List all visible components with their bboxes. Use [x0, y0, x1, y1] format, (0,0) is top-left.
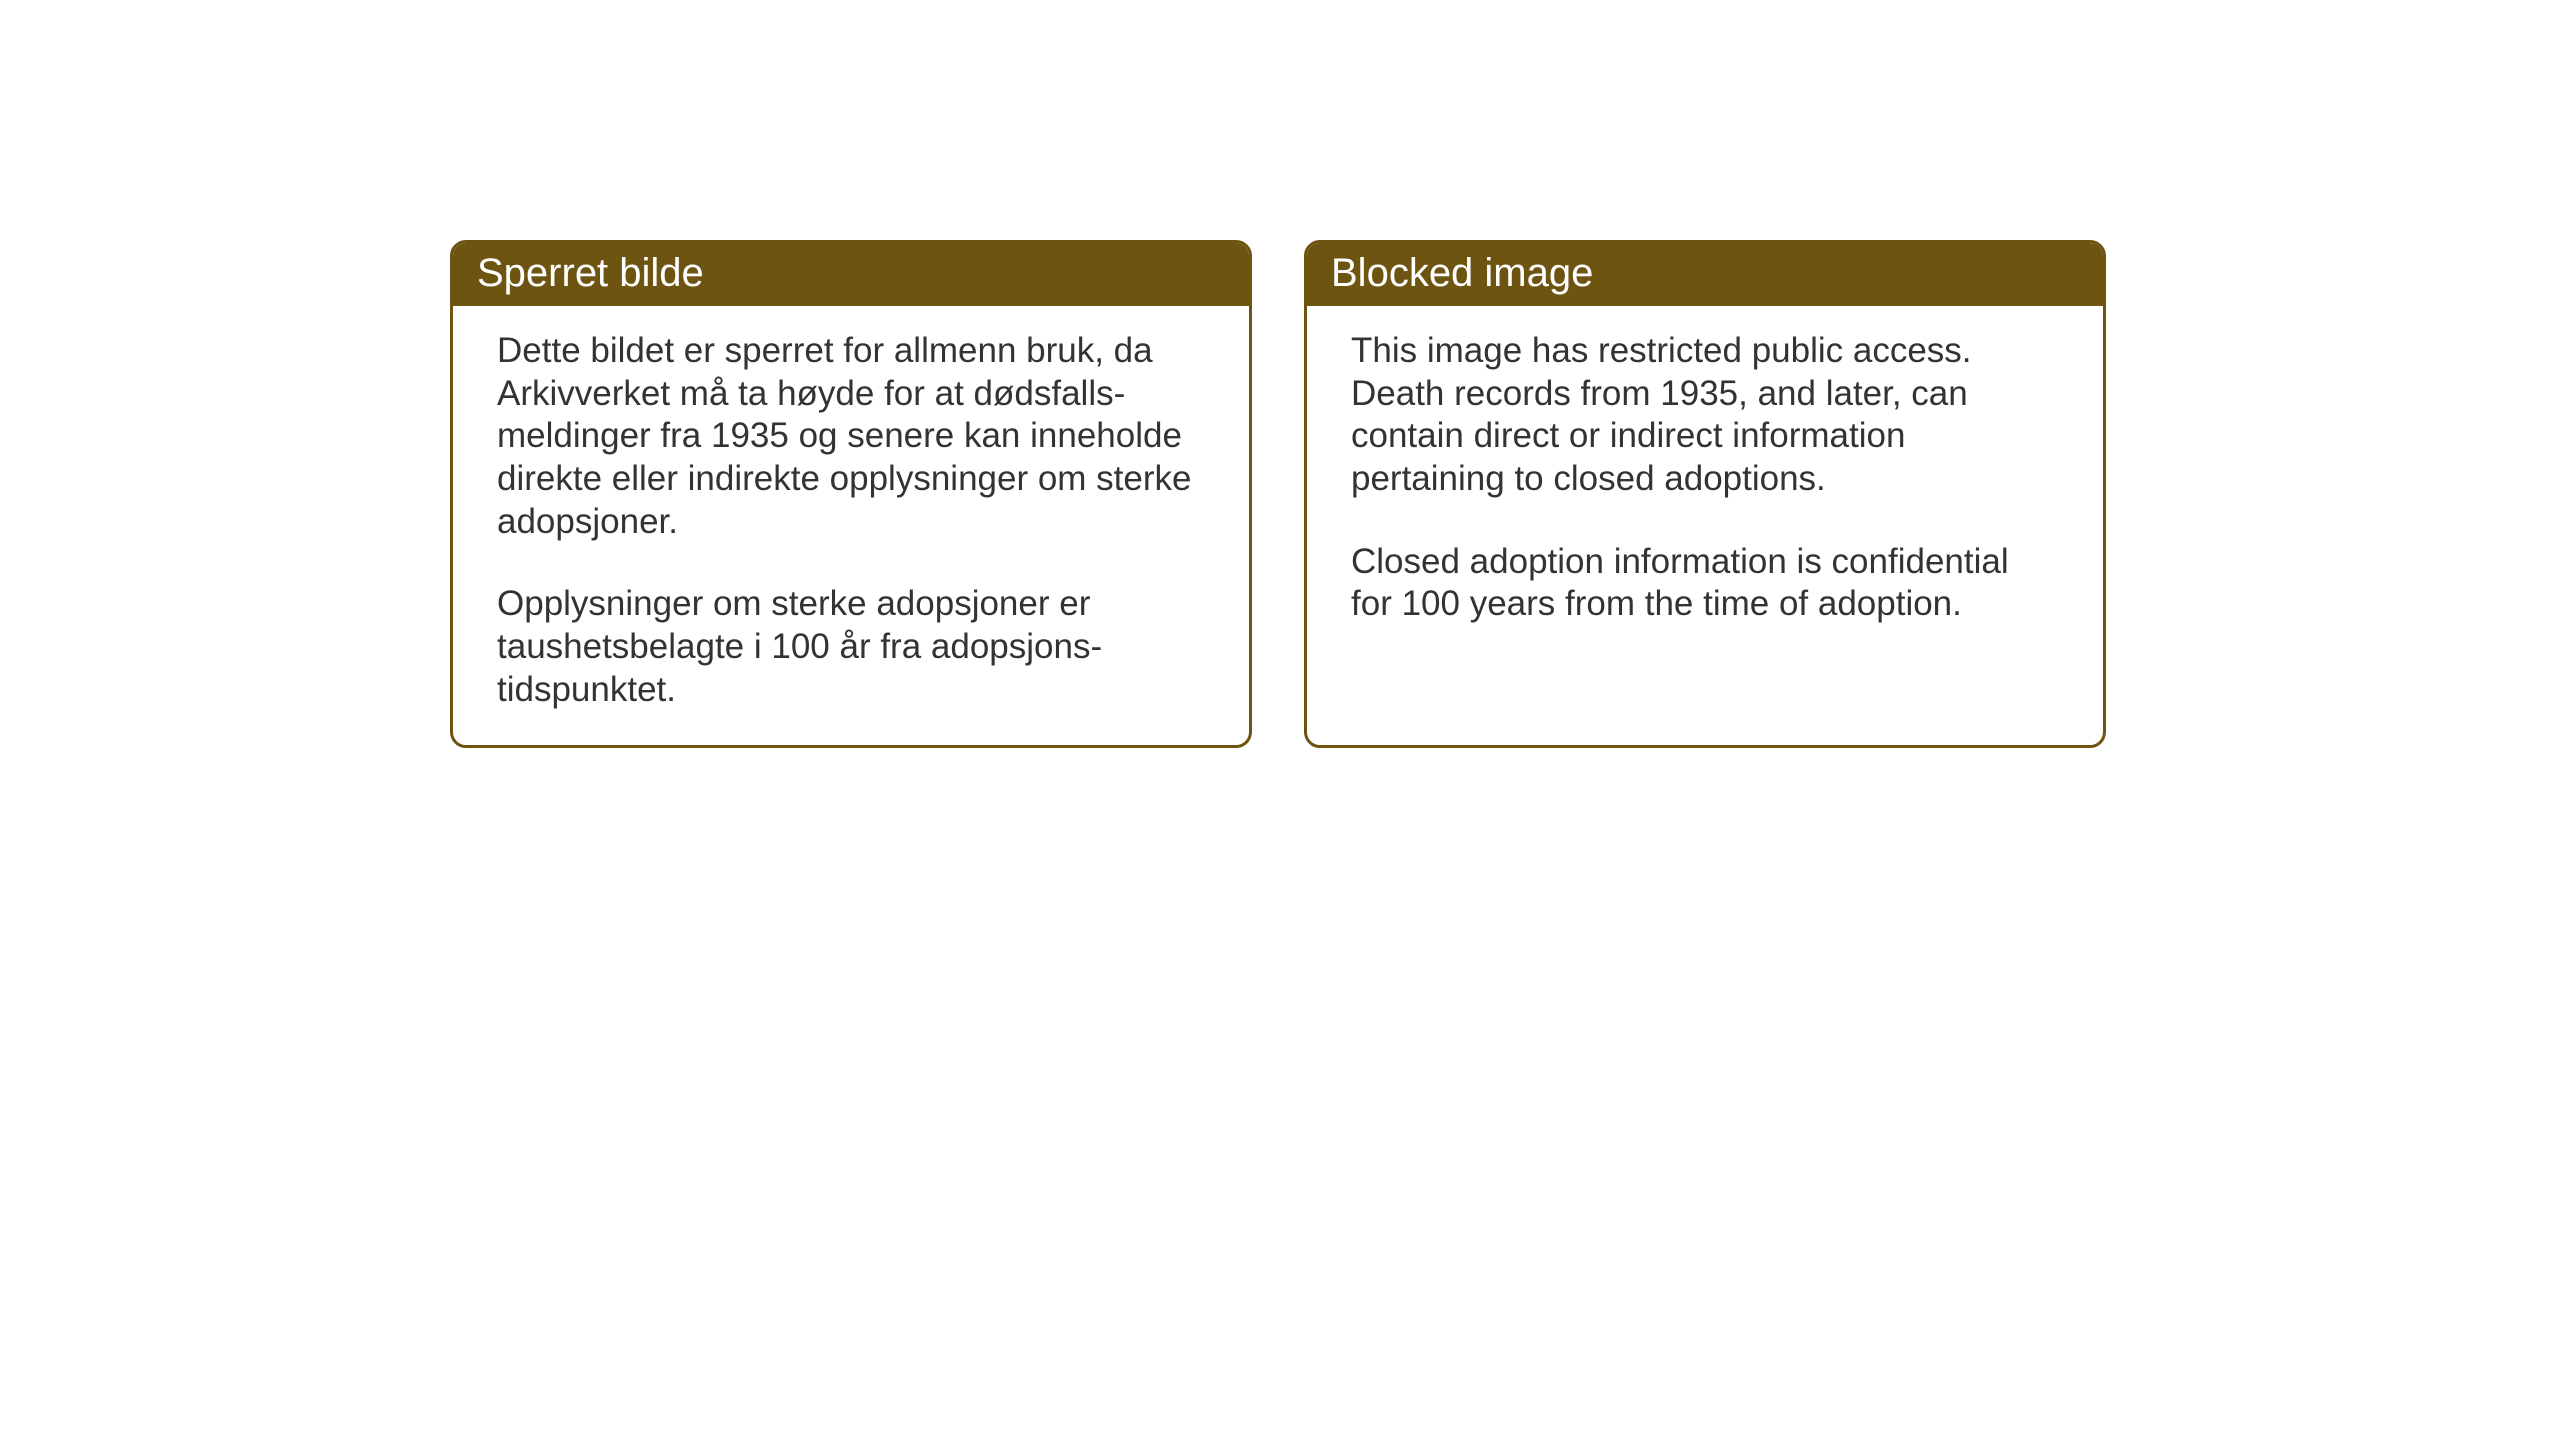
message-box-english: Blocked image This image has restricted …: [1304, 240, 2106, 748]
paragraph2-english: Closed adoption information is confident…: [1351, 541, 2059, 626]
header-title-english: Blocked image: [1331, 251, 1593, 295]
message-body-english: This image has restricted public access.…: [1307, 306, 2103, 745]
message-box-norwegian: Sperret bilde Dette bildet er sperret fo…: [450, 240, 1252, 748]
message-header-norwegian: Sperret bilde: [453, 243, 1249, 306]
paragraph2-norwegian: Opplysninger om sterke adopsjoner er tau…: [497, 583, 1205, 711]
message-container: Sperret bilde Dette bildet er sperret fo…: [450, 240, 2106, 748]
message-body-norwegian: Dette bildet er sperret for allmenn bruk…: [453, 306, 1249, 746]
paragraph1-norwegian: Dette bildet er sperret for allmenn bruk…: [497, 330, 1205, 543]
header-title-norwegian: Sperret bilde: [477, 251, 704, 295]
message-header-english: Blocked image: [1307, 243, 2103, 306]
paragraph1-english: This image has restricted public access.…: [1351, 330, 2059, 501]
